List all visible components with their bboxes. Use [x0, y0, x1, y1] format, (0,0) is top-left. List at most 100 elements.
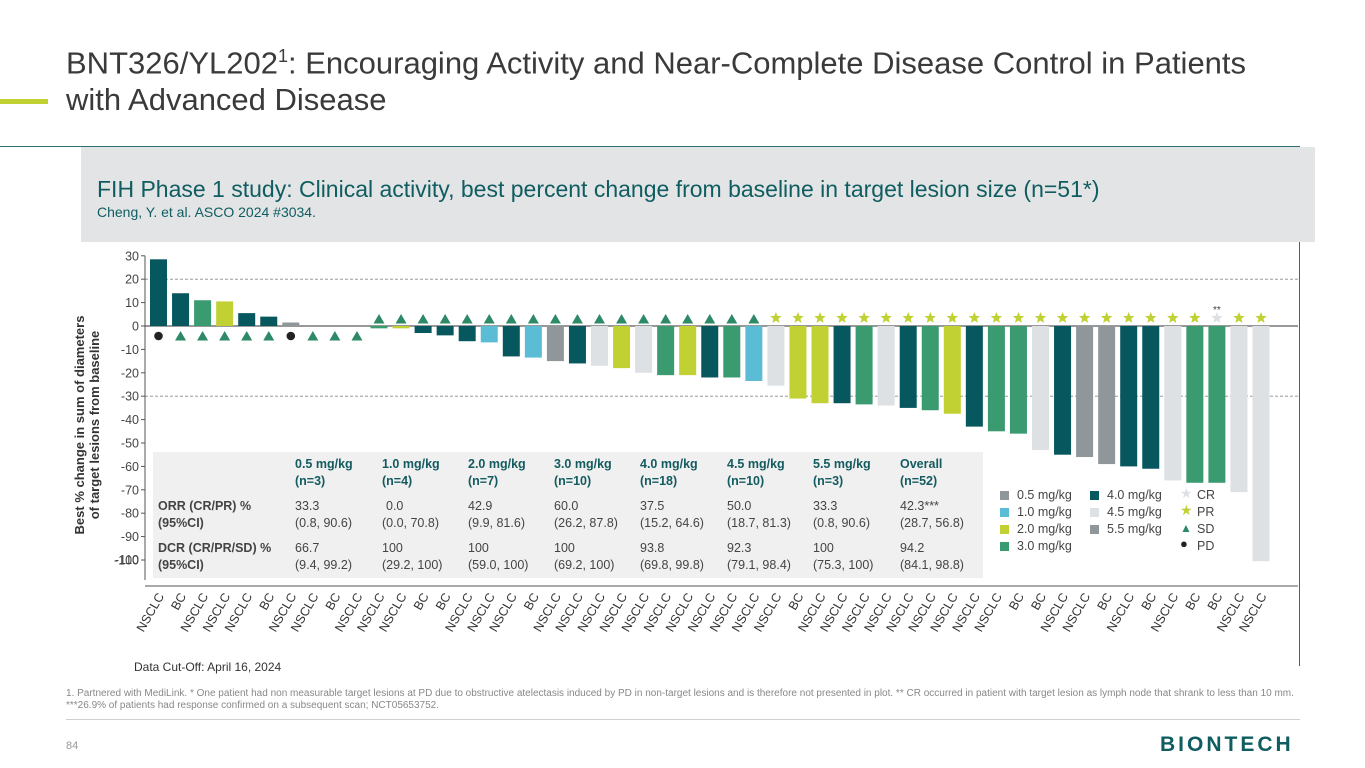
legend-swatch	[1000, 508, 1009, 517]
sd-marker	[307, 331, 319, 341]
bar	[1208, 326, 1226, 483]
pr-marker	[1012, 312, 1025, 323]
sd-marker	[197, 331, 209, 341]
sd-marker	[704, 314, 716, 324]
sd-marker	[594, 314, 605, 324]
pr-marker	[770, 312, 782, 323]
pr-marker	[1056, 312, 1069, 323]
table-cell: 33.3 (0.8, 90.6)	[295, 499, 352, 530]
bar	[1120, 326, 1138, 467]
table-cell: 93.8 (69.8, 99.8)	[640, 541, 704, 572]
chart-legend: 0.5 mg/kg 1.0 mg/kg 2.0 mg/kg 3.0 mg/kg …	[1000, 485, 1250, 567]
sd-marker	[483, 314, 495, 324]
bar	[150, 259, 167, 326]
table-cell: 37.5 (15.2, 64.6)	[640, 499, 704, 530]
bar	[1054, 326, 1072, 455]
pr-marker	[1034, 312, 1047, 323]
bar	[1009, 326, 1027, 434]
banner-subtitle: Cheng, Y. et al. ASCO 2024 #3034.	[97, 204, 316, 220]
category-label: BC	[1006, 591, 1027, 613]
sd-marker	[616, 314, 628, 324]
bar	[1230, 326, 1248, 493]
bar	[458, 326, 476, 342]
bar	[392, 326, 410, 329]
y-tick-label: -60	[121, 460, 139, 474]
sd-marker	[461, 314, 473, 324]
pd-marker	[154, 331, 163, 341]
pr-marker	[1123, 312, 1135, 323]
bar	[1076, 326, 1094, 458]
bar	[855, 326, 873, 405]
bar	[568, 326, 586, 364]
category-label: NSCLC	[134, 591, 167, 635]
pr-marker	[1078, 312, 1091, 323]
divider-bottom	[66, 719, 1300, 720]
bar	[701, 326, 719, 378]
sd-marker	[373, 314, 385, 324]
category-label: BC	[411, 591, 432, 613]
bar	[943, 326, 961, 414]
legend-swatch	[1090, 491, 1099, 500]
category-label: BC	[786, 591, 807, 613]
pr-marker	[1255, 312, 1267, 323]
category-label: BC	[521, 591, 542, 613]
category-label: BC	[168, 591, 189, 613]
table-cell: 0.0 (0.0, 70.8)	[382, 499, 439, 530]
table-cell: 100 (59.0, 100)	[468, 541, 529, 572]
bar	[1142, 326, 1160, 469]
pr-marker	[836, 312, 848, 323]
bar	[965, 326, 983, 427]
pd-marker	[286, 331, 296, 341]
bar	[436, 326, 454, 336]
y-tick-label: -30	[121, 390, 139, 404]
sd-marker	[329, 331, 341, 341]
category-label: BC	[323, 591, 344, 613]
y-tick-label: -90	[121, 530, 139, 544]
banner-title: FIH Phase 1 study: Clinical activity, be…	[97, 176, 1100, 202]
sd-marker	[549, 314, 561, 324]
table-cell: 100 (69.2, 100)	[554, 541, 615, 572]
y-tick-label: -110	[115, 553, 139, 567]
row-label: ORR (CR/PR) % (95%CI)	[158, 499, 252, 530]
bar	[833, 326, 851, 404]
table-cell: 42.3*** (28.7, 56.8)	[900, 499, 964, 530]
bar	[502, 326, 520, 357]
sd-marker	[571, 314, 583, 324]
sd-marker	[527, 314, 539, 324]
cr-annotation: **	[1213, 305, 1221, 316]
sd-marker	[417, 314, 429, 324]
row-label: DCR (CR/PR/SD) % (95%CI)	[158, 541, 272, 572]
header-cell: 4.0 mg/kg (n=18)	[640, 457, 698, 488]
bar	[524, 326, 542, 358]
bar	[635, 326, 653, 373]
table-cell: 66.7 (9.4, 99.2)	[295, 541, 352, 572]
bar	[238, 313, 256, 326]
sd-marker	[682, 314, 694, 324]
legend-swatch	[1090, 525, 1099, 534]
pr-marker	[858, 312, 870, 323]
legend-swatch	[1090, 508, 1099, 517]
bar	[987, 326, 1005, 432]
bar	[899, 326, 917, 408]
biontech-logo: BIONTECH	[1160, 733, 1294, 756]
data-cutoff: Data Cut-Off: April 16, 2024	[134, 660, 282, 674]
bar	[216, 301, 234, 326]
y-tick-label: 30	[125, 249, 139, 263]
table-cell: 94.2 (84.1, 98.8)	[900, 541, 964, 572]
header-cell: 4.5 mg/kg (n=10)	[727, 457, 785, 488]
page-number: 84	[66, 740, 79, 752]
bar	[1098, 326, 1116, 465]
bar	[613, 326, 631, 369]
title-accent-bar	[0, 99, 48, 104]
y-tick-label: -10	[121, 343, 139, 357]
bar	[591, 326, 608, 366]
header-cell: 1.0 mg/kg (n=4)	[382, 457, 440, 488]
divider-top	[0, 146, 1300, 147]
category-label: BC	[1028, 591, 1049, 613]
pr-marker	[792, 312, 804, 323]
bar	[282, 322, 300, 326]
pr-marker	[1189, 312, 1201, 323]
y-tick-label: -50	[121, 437, 139, 451]
y-tick-label: -20	[121, 366, 139, 380]
